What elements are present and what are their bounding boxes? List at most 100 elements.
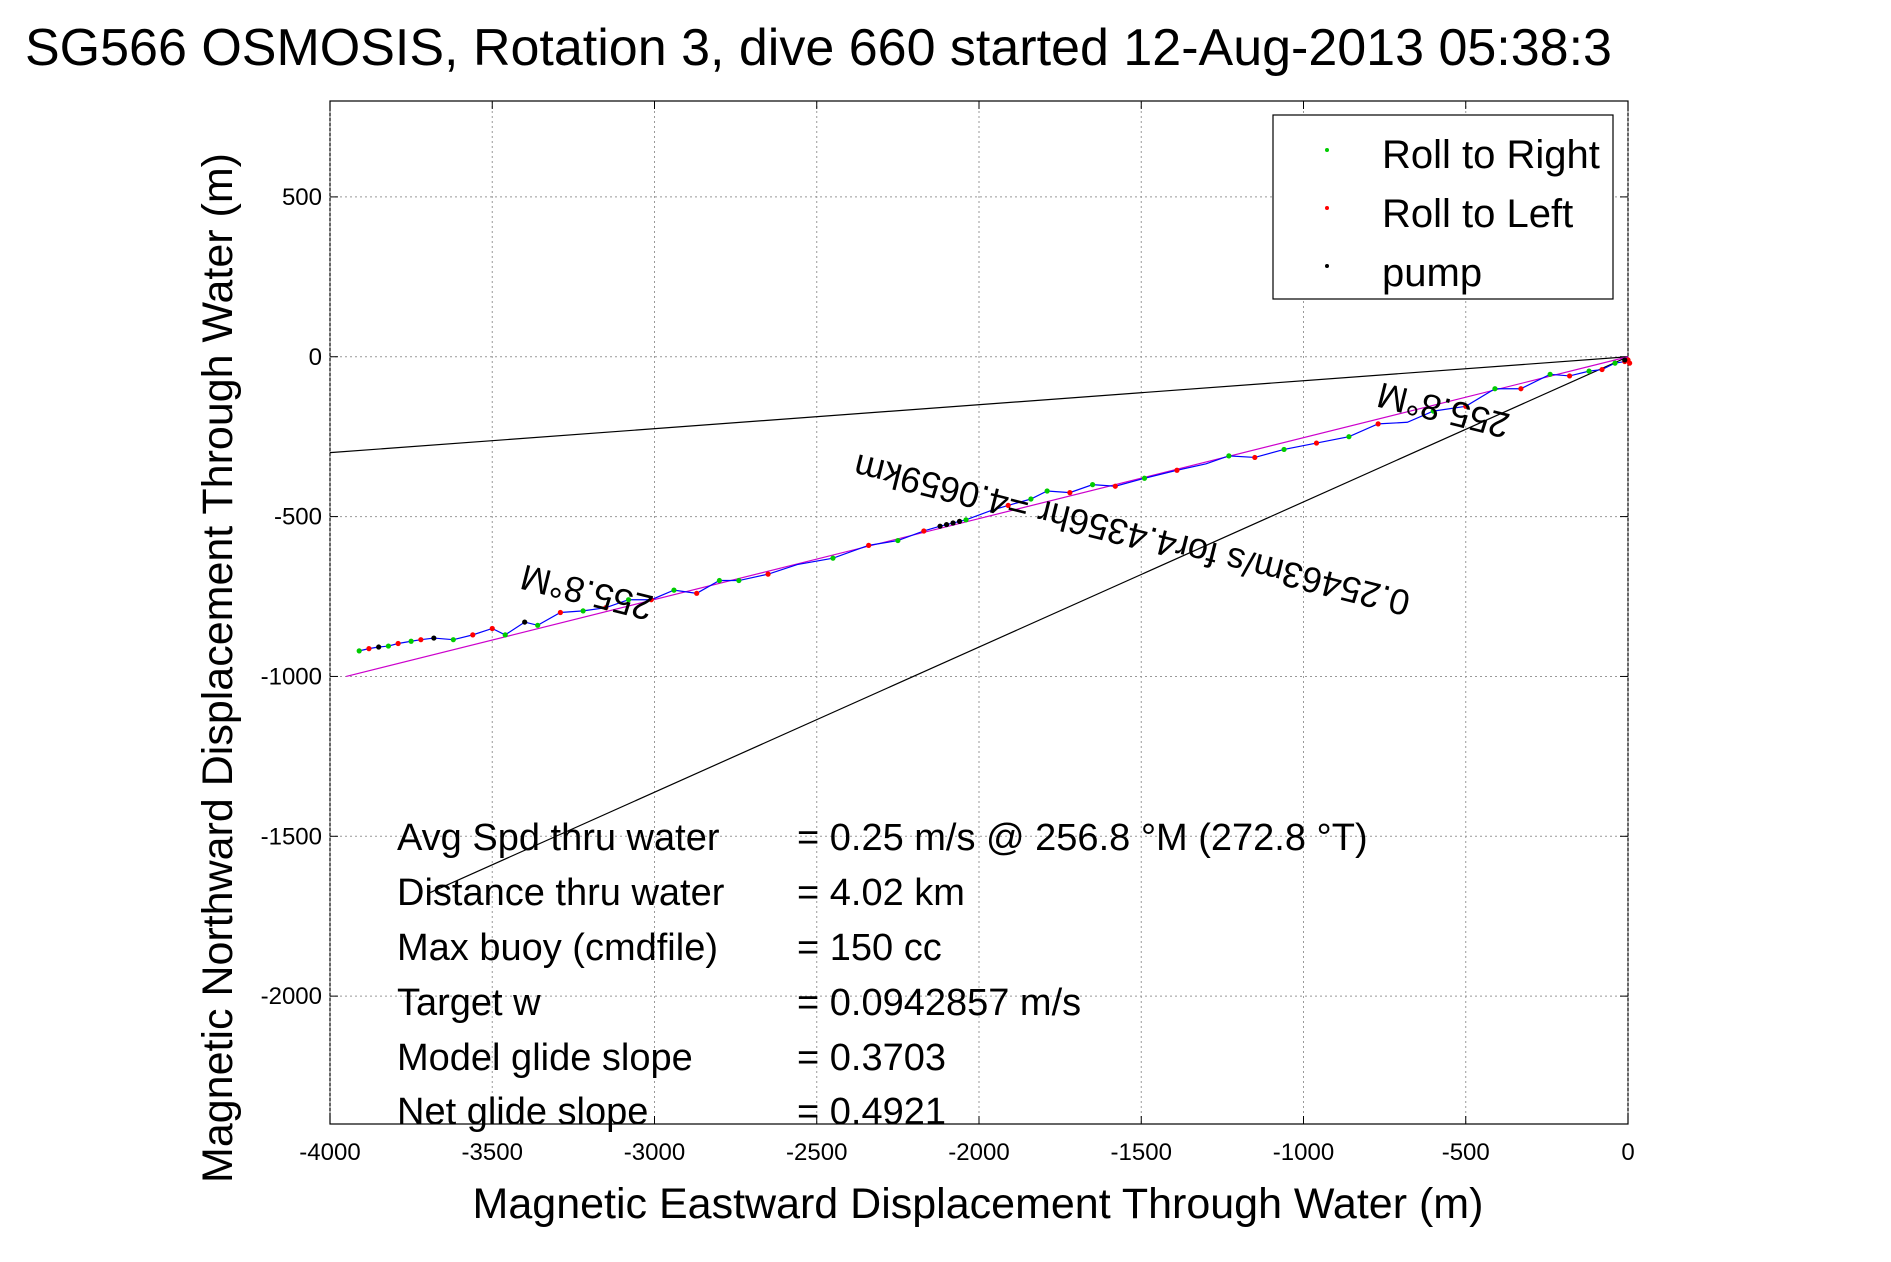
legend-marker-pump xyxy=(1325,264,1329,268)
roll-right-point xyxy=(1044,488,1050,494)
legend-box xyxy=(1272,114,1614,300)
pump-point xyxy=(522,619,528,625)
y-tick-label: -500 xyxy=(274,504,322,531)
y-tick-label: 0 xyxy=(309,344,322,371)
roll-left-point xyxy=(470,632,476,638)
roll-right-point xyxy=(1586,368,1592,374)
roll-left-point xyxy=(1112,483,1118,489)
legend-marker-roll-left xyxy=(1325,206,1329,210)
roll-left-point xyxy=(1313,440,1320,446)
reference-line xyxy=(329,356,1629,454)
roll-left-point xyxy=(1005,502,1011,509)
roll-right-point xyxy=(450,637,456,643)
roll-left-point xyxy=(366,646,372,652)
y-tick-label: 500 xyxy=(282,184,322,211)
roll-right-point xyxy=(535,622,541,628)
roll-left-point xyxy=(694,590,700,596)
stat-value-max-buoy: = 150 cc xyxy=(797,927,942,969)
roll-right-point xyxy=(1612,360,1618,366)
roll-right-point xyxy=(1346,434,1352,440)
stat-value-net-glide: = 0.4921 xyxy=(797,1091,946,1133)
roll-left-point xyxy=(557,609,563,616)
x-tick-label: -4000 xyxy=(299,1139,360,1166)
roll-right-point xyxy=(895,537,901,544)
reference-line xyxy=(427,356,1629,895)
x-tick-label: -2500 xyxy=(786,1139,847,1166)
x-tick-label: -500 xyxy=(1442,1139,1490,1166)
roll-right-point xyxy=(408,638,414,644)
legend: Roll to Right Roll to Left pump xyxy=(1272,114,1614,300)
roll-left-point xyxy=(1599,366,1605,373)
roll-right-point xyxy=(1430,408,1436,414)
roll-right-point xyxy=(716,577,723,584)
y-tick-label: -2000 xyxy=(261,983,322,1010)
legend-marker-roll-right xyxy=(1325,148,1329,152)
roll-left-point xyxy=(765,571,771,577)
pump-point xyxy=(943,521,950,528)
stats-block: Avg Spd thru water = 0.25 m/s @ 256.8 °M… xyxy=(397,817,1368,1133)
stat-value-target-w: = 0.0942857 m/s xyxy=(797,982,1081,1024)
stat-label-target-w: Target w xyxy=(397,982,541,1024)
stat-value-model-glide: = 0.3703 xyxy=(797,1037,946,1079)
x-tick-label: 0 xyxy=(1621,1139,1634,1166)
legend-label-roll-left: Roll to Left xyxy=(1382,192,1573,236)
roll-left-point xyxy=(395,640,401,647)
roll-right-point xyxy=(830,555,836,561)
stat-label-model-glide: Model glide slope xyxy=(397,1037,693,1079)
roll-right-point xyxy=(356,648,362,654)
legend-label-pump: pump xyxy=(1382,251,1482,295)
y-tick-label: -1500 xyxy=(261,823,322,850)
roll-left-point xyxy=(1067,490,1073,496)
pump-point xyxy=(950,520,956,526)
x-tick-label: -3000 xyxy=(624,1139,685,1166)
roll-left-point xyxy=(603,605,609,611)
stat-label-avg-spd: Avg Spd thru water xyxy=(397,817,720,859)
roll-left-point xyxy=(1252,454,1258,461)
roll-right-point xyxy=(1492,386,1498,392)
roll-left-point xyxy=(1627,360,1633,366)
pump-point xyxy=(956,518,963,524)
roll-right-point xyxy=(502,632,508,638)
roll-right-point xyxy=(1281,446,1287,453)
pump-point xyxy=(937,523,943,529)
stat-label-net-glide: Net glide slope xyxy=(397,1091,648,1133)
roll-right-point xyxy=(625,597,632,603)
roll-right-point xyxy=(580,608,586,614)
roll-right-point xyxy=(1141,475,1148,481)
x-tick-label: -1000 xyxy=(1273,1139,1334,1166)
x-tick-label: -3500 xyxy=(462,1139,523,1166)
pump-point xyxy=(1622,357,1628,363)
stat-value-distance: = 4.02 km xyxy=(797,872,965,914)
chart-title: SG566 OSMOSIS, Rotation 3, dive 660 star… xyxy=(25,19,1612,77)
pump-point xyxy=(431,635,437,641)
stat-label-distance: Distance thru water xyxy=(397,872,725,914)
reference-line xyxy=(346,356,1629,678)
roll-right-point xyxy=(736,577,742,584)
roll-right-point xyxy=(1028,496,1034,502)
roll-left-point xyxy=(1566,373,1573,379)
roll-left-point xyxy=(648,597,654,603)
stat-label-max-buoy: Max buoy (cmdfile) xyxy=(397,927,718,969)
roll-left-point xyxy=(1463,403,1469,409)
roll-left-point xyxy=(1375,421,1381,427)
y-axis-label: Magnetic Northward Displacement Through … xyxy=(194,153,242,1183)
roll-right-point xyxy=(963,517,969,523)
x-axis-label: Magnetic Eastward Displacement Through W… xyxy=(473,1180,1484,1228)
roll-right-point xyxy=(1226,453,1232,459)
legend-label-roll-right: Roll to Right xyxy=(1382,133,1600,177)
roll-left-point xyxy=(1518,386,1524,392)
roll-right-point xyxy=(1089,482,1096,488)
x-tick-label: -1500 xyxy=(1111,1139,1172,1166)
roll-left-point xyxy=(866,542,872,548)
roll-left-point xyxy=(921,528,927,534)
pump-point xyxy=(376,644,382,650)
x-tick-label: -2000 xyxy=(948,1139,1009,1166)
roll-left-point xyxy=(418,637,424,643)
roll-left-point xyxy=(489,625,495,632)
roll-right-point xyxy=(385,643,392,649)
y-tick-label: -1000 xyxy=(261,663,322,690)
stat-value-avg-spd: = 0.25 m/s @ 256.8 °M (272.8 °T) xyxy=(797,817,1368,859)
roll-right-point xyxy=(671,587,677,593)
roll-left-point xyxy=(1174,467,1180,473)
